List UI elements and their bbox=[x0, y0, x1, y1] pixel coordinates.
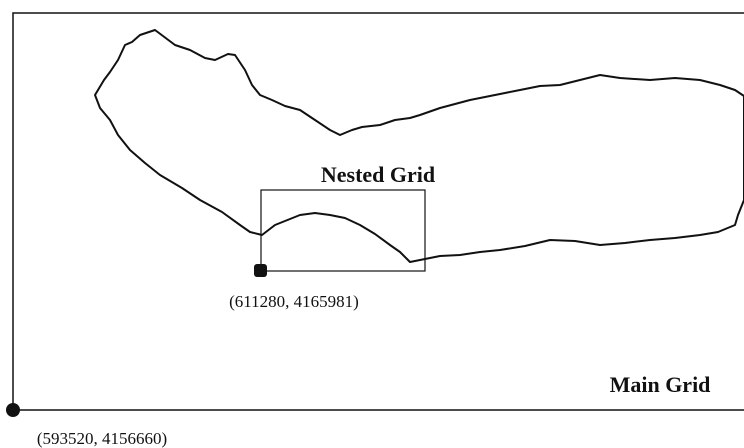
main-grid-border bbox=[12, 12, 744, 411]
nested-grid-border bbox=[260, 189, 426, 272]
nested-origin-dot bbox=[254, 264, 267, 277]
main-grid-label: Main Grid bbox=[610, 372, 711, 397]
island-outline bbox=[94, 29, 744, 263]
main-origin-label: (593520, 4156660) bbox=[37, 429, 167, 448]
main-origin-dot bbox=[6, 403, 20, 417]
nested-grid-label: Nested Grid bbox=[321, 162, 435, 187]
nested-origin-label: (611280, 4165981) bbox=[229, 292, 359, 311]
